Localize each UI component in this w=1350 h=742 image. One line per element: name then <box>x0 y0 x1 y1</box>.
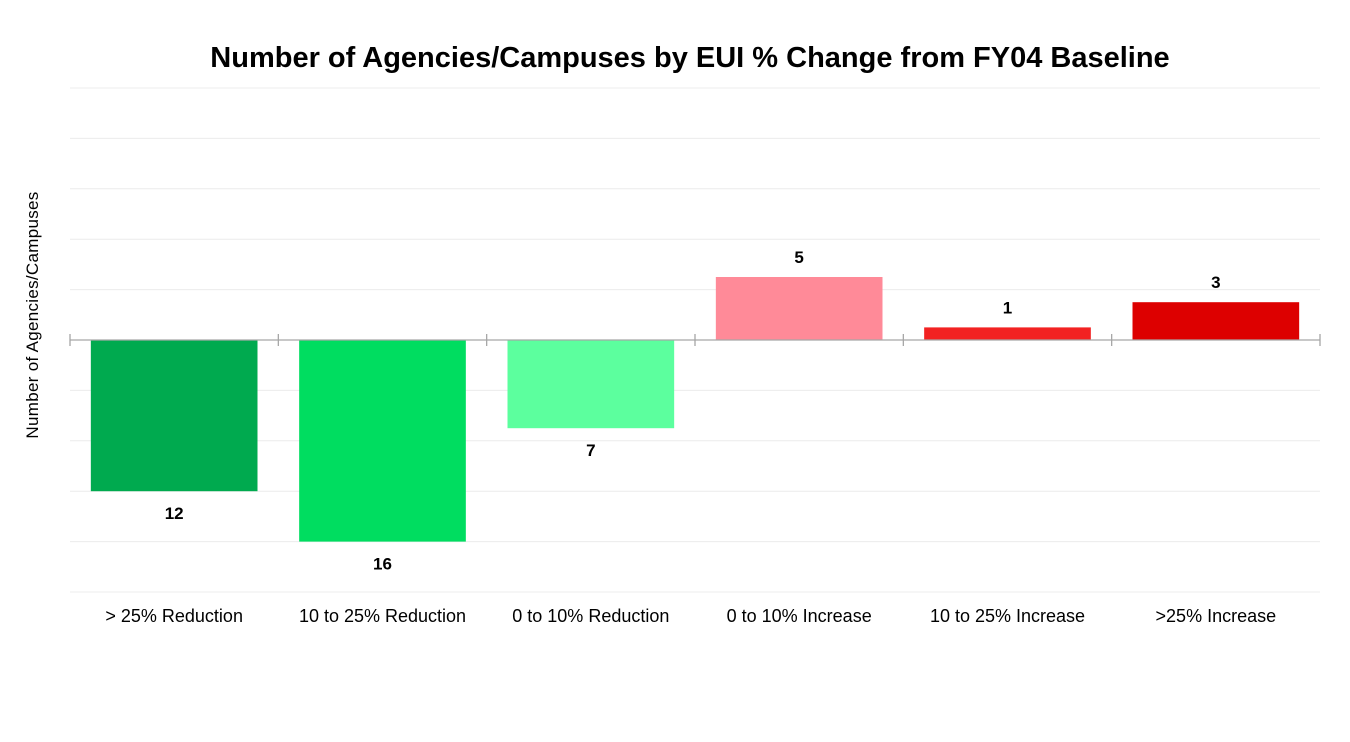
category-tick-label: 0 to 10% Increase <box>727 606 872 626</box>
data-label: 16 <box>373 555 392 574</box>
category-tick-label: 10 to 25% Reduction <box>299 606 466 626</box>
bar <box>1132 302 1300 340</box>
gridlines <box>70 87 1320 593</box>
category-tick-labels: > 25% Reduction 10 to 25% Reduction 0 to 1… <box>105 606 1276 626</box>
bar <box>715 277 883 340</box>
data-label: 12 <box>165 504 184 523</box>
bars <box>90 277 1300 542</box>
category-tick-label: >25% Increase <box>1156 606 1277 626</box>
bar <box>90 340 258 492</box>
category-axis <box>69 334 1321 346</box>
bar <box>299 340 466 542</box>
category-tick-label: > 25% Reduction <box>105 606 243 626</box>
bar <box>924 327 1091 340</box>
category-tick-label: 10 to 25% Increase <box>930 606 1085 626</box>
data-labels: 12 16 7 5 1 3 <box>165 248 1221 574</box>
bar <box>507 340 675 429</box>
data-label: 3 <box>1211 273 1220 292</box>
data-label: 7 <box>586 441 595 460</box>
category-tick-label: 0 to 10% Reduction <box>512 606 669 626</box>
chart-title: Number of Agencies/Campuses by EUI % Cha… <box>210 42 1170 74</box>
data-label: 1 <box>1003 298 1012 317</box>
data-label: 5 <box>794 248 803 267</box>
